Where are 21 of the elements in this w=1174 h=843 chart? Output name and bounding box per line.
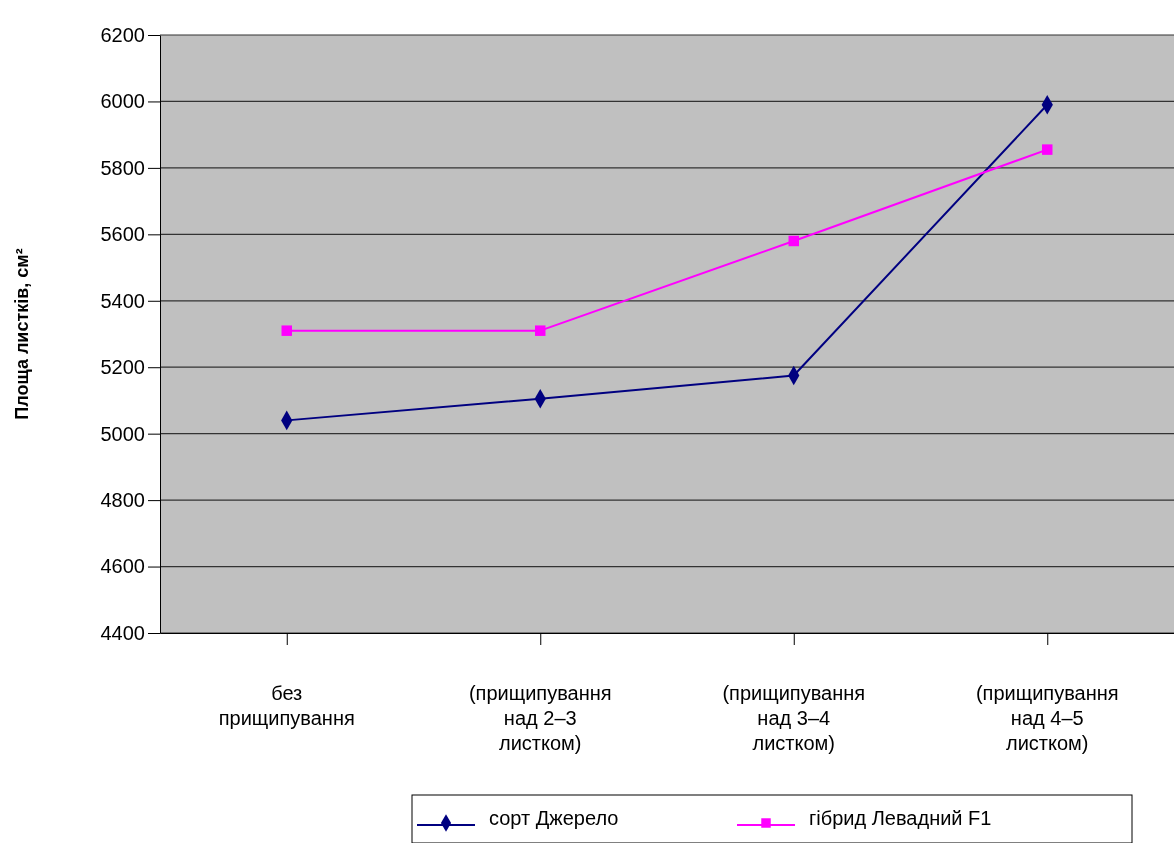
y-tick-label: 6200 [100, 23, 145, 46]
x-tick-label: (прищипування над 2–3 листком) [468, 682, 612, 754]
point [535, 325, 546, 336]
point [281, 325, 292, 336]
y-tick-label: 5400 [100, 289, 145, 312]
y-tick-label: 5000 [100, 422, 145, 445]
legend-label: сорт Джерело [489, 807, 619, 829]
y-tick-label: 4800 [100, 489, 145, 512]
y-tick-label: 5200 [100, 356, 145, 379]
y-tick-label: 4600 [100, 555, 145, 578]
x-tick-label: (прищипування над 3–4 листком) [722, 682, 866, 754]
y-tick-label: 5600 [100, 223, 145, 246]
y-tick-label: 4400 [100, 621, 145, 644]
y-tick-label: 5800 [100, 156, 145, 179]
y-tick-label: 6000 [100, 90, 145, 113]
x-tick-label: (прищипування над 4–5 листком) [975, 682, 1119, 754]
y-axis-title: Площа листків, см² [12, 248, 32, 420]
x-tick-label: без прищипування [218, 682, 355, 729]
point [1042, 144, 1053, 155]
legend-label: гібрид Левадний F1 [809, 807, 992, 829]
point [788, 235, 799, 247]
